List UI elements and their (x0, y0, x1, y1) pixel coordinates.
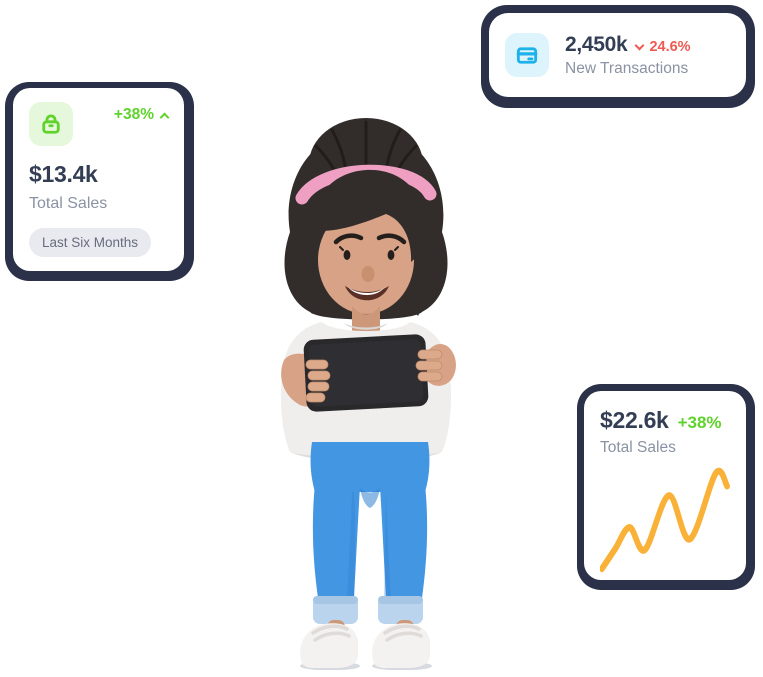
tablet-device (303, 334, 429, 412)
character-jean-cuffs (313, 596, 423, 624)
trend-up-value: +38% (677, 413, 722, 432)
chevron-down-icon (634, 40, 645, 50)
trend-up-indicator: +38% (113, 106, 170, 124)
character-left-hand (305, 359, 331, 403)
total-sales-value: $13.4k (29, 161, 98, 187)
trend-value: 24.6% (649, 39, 691, 55)
trend-down-indicator: 24.6% (634, 39, 691, 55)
chevron-up-icon (159, 112, 170, 122)
character-face (313, 169, 425, 314)
sales-trend-label: Total Sales (600, 439, 676, 456)
sales-sparkline-chart (600, 467, 730, 573)
credit-card-icon (505, 33, 549, 77)
sales-trend-card: $22.6k +38% Total Sales (577, 384, 755, 590)
new-transactions-card: 2,450k 24.6% New Transactions (481, 5, 755, 108)
character-shoes (300, 623, 432, 670)
period-badge: Last Six Months (29, 228, 152, 257)
sales-trend-value: $22.6k (600, 407, 669, 433)
new-transactions-label: New Transactions (565, 59, 689, 77)
trend-value: +38% (113, 106, 154, 123)
character-jeans (310, 442, 430, 598)
total-sales-card: +38% $13.4k Total Sales Last Six Months (5, 82, 194, 281)
character-hair-side-left (301, 226, 324, 314)
character-illustration (280, 118, 456, 670)
total-sales-label: Total Sales (29, 195, 108, 212)
new-transactions-value: 2,450k (565, 32, 628, 56)
lock-icon (29, 102, 73, 146)
character-right-hand (415, 349, 443, 382)
